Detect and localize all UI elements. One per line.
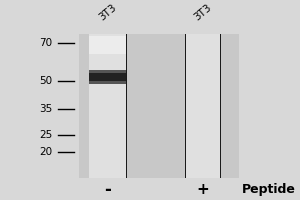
- Text: -: -: [104, 181, 111, 199]
- FancyBboxPatch shape: [88, 34, 89, 178]
- Text: 20: 20: [39, 147, 52, 157]
- FancyBboxPatch shape: [186, 34, 220, 178]
- Text: 25: 25: [39, 130, 52, 140]
- Text: 3T3: 3T3: [97, 2, 118, 23]
- FancyBboxPatch shape: [89, 73, 126, 81]
- FancyBboxPatch shape: [89, 34, 126, 178]
- Text: Peptide: Peptide: [242, 183, 295, 196]
- Text: 35: 35: [39, 104, 52, 114]
- FancyBboxPatch shape: [126, 34, 127, 178]
- Text: +: +: [196, 182, 209, 197]
- FancyBboxPatch shape: [185, 34, 186, 178]
- FancyBboxPatch shape: [89, 70, 126, 84]
- FancyBboxPatch shape: [79, 34, 239, 178]
- Text: 3T3: 3T3: [192, 2, 213, 23]
- Text: 70: 70: [39, 38, 52, 48]
- FancyBboxPatch shape: [89, 36, 126, 54]
- Text: 50: 50: [39, 76, 52, 86]
